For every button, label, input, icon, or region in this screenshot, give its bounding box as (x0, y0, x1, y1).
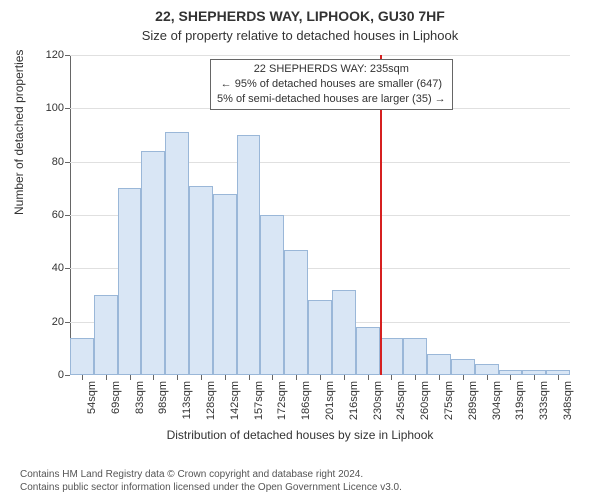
y-tick-mark (65, 215, 70, 216)
x-tick-mark (296, 375, 297, 380)
histogram-bar (94, 295, 118, 375)
y-tick-label: 40 (34, 262, 64, 274)
x-tick-mark (415, 375, 416, 380)
x-tick-mark (201, 375, 202, 380)
x-tick-label: 157sqm (253, 381, 265, 420)
x-tick-label: 128sqm (205, 381, 217, 420)
x-tick-label: 113sqm (181, 381, 193, 419)
x-tick-mark (510, 375, 511, 380)
x-tick-mark (368, 375, 369, 380)
y-tick-label: 100 (34, 102, 64, 114)
annotation-box: 22 SHEPHERDS WAY: 235sqm← 95% of detache… (210, 59, 453, 110)
footer-attribution: Contains HM Land Registry data © Crown c… (20, 468, 402, 494)
histogram-bar (189, 186, 213, 375)
histogram-bar (213, 194, 237, 375)
y-axis-label: Number of detached properties (12, 50, 26, 215)
x-tick-mark (177, 375, 178, 380)
y-tick-mark (65, 268, 70, 269)
histogram-bar (260, 215, 284, 375)
histogram-bar (332, 290, 356, 375)
histogram-bar (403, 338, 427, 375)
x-tick-mark (534, 375, 535, 380)
y-tick-label: 80 (34, 156, 64, 168)
x-tick-mark (106, 375, 107, 380)
x-tick-label: 186sqm (300, 381, 312, 420)
x-tick-mark (82, 375, 83, 380)
histogram-bar (380, 338, 404, 375)
x-tick-label: 260sqm (419, 381, 431, 420)
x-tick-mark (320, 375, 321, 380)
x-tick-label: 83sqm (134, 381, 146, 414)
histogram-bar (451, 359, 475, 375)
histogram-bar (237, 135, 261, 375)
x-tick-label: 304sqm (491, 381, 503, 420)
plot-area: 02040608010012054sqm69sqm83sqm98sqm113sq… (70, 55, 570, 375)
chart-title-main: 22, SHEPHERDS WAY, LIPHOOK, GU30 7HF (0, 8, 600, 24)
x-tick-mark (249, 375, 250, 380)
footer-line-1: Contains HM Land Registry data © Crown c… (20, 468, 402, 481)
y-tick-label: 0 (34, 369, 64, 381)
y-tick-label: 60 (34, 209, 64, 221)
x-tick-label: 333sqm (538, 381, 550, 420)
x-tick-mark (344, 375, 345, 380)
chart-title-sub: Size of property relative to detached ho… (0, 28, 600, 43)
histogram-bar (165, 132, 189, 375)
histogram-bar (141, 151, 165, 375)
x-tick-mark (487, 375, 488, 380)
annotation-line: 22 SHEPHERDS WAY: 235sqm (217, 62, 446, 77)
x-tick-mark (153, 375, 154, 380)
histogram-bar (475, 364, 499, 375)
x-tick-label: 69sqm (110, 381, 122, 414)
x-tick-label: 142sqm (229, 381, 241, 420)
y-tick-mark (65, 162, 70, 163)
x-axis-label: Distribution of detached houses by size … (0, 428, 600, 442)
y-tick-mark (65, 322, 70, 323)
histogram-bar (308, 300, 332, 375)
x-tick-label: 172sqm (276, 381, 288, 420)
histogram-bar (118, 188, 142, 375)
chart-container: 22, SHEPHERDS WAY, LIPHOOK, GU30 7HF Siz… (0, 0, 600, 500)
x-tick-label: 245sqm (395, 381, 407, 420)
footer-line-2: Contains public sector information licen… (20, 481, 402, 494)
x-tick-label: 319sqm (514, 381, 526, 420)
x-tick-label: 54sqm (86, 381, 98, 414)
x-tick-mark (391, 375, 392, 380)
x-tick-mark (272, 375, 273, 380)
y-tick-label: 120 (34, 49, 64, 61)
annotation-line: ← 95% of detached houses are smaller (64… (217, 77, 446, 92)
histogram-bar (427, 354, 451, 375)
histogram-bar (70, 338, 94, 375)
x-tick-label: 98sqm (157, 381, 169, 414)
y-tick-mark (65, 55, 70, 56)
x-tick-mark (130, 375, 131, 380)
x-tick-mark (558, 375, 559, 380)
x-tick-label: 348sqm (562, 381, 574, 420)
x-tick-label: 216sqm (348, 381, 360, 420)
x-tick-label: 201sqm (324, 381, 336, 420)
y-tick-mark (65, 108, 70, 109)
x-tick-label: 289sqm (467, 381, 479, 420)
y-tick-label: 20 (34, 316, 64, 328)
x-tick-mark (463, 375, 464, 380)
grid-line (70, 55, 570, 56)
x-tick-mark (439, 375, 440, 380)
y-tick-mark (65, 375, 70, 376)
x-tick-label: 275sqm (443, 381, 455, 420)
x-tick-label: 230sqm (372, 381, 384, 420)
x-tick-mark (225, 375, 226, 380)
histogram-bar (356, 327, 380, 375)
annotation-line: 5% of semi-detached houses are larger (3… (217, 92, 446, 107)
histogram-bar (284, 250, 308, 375)
